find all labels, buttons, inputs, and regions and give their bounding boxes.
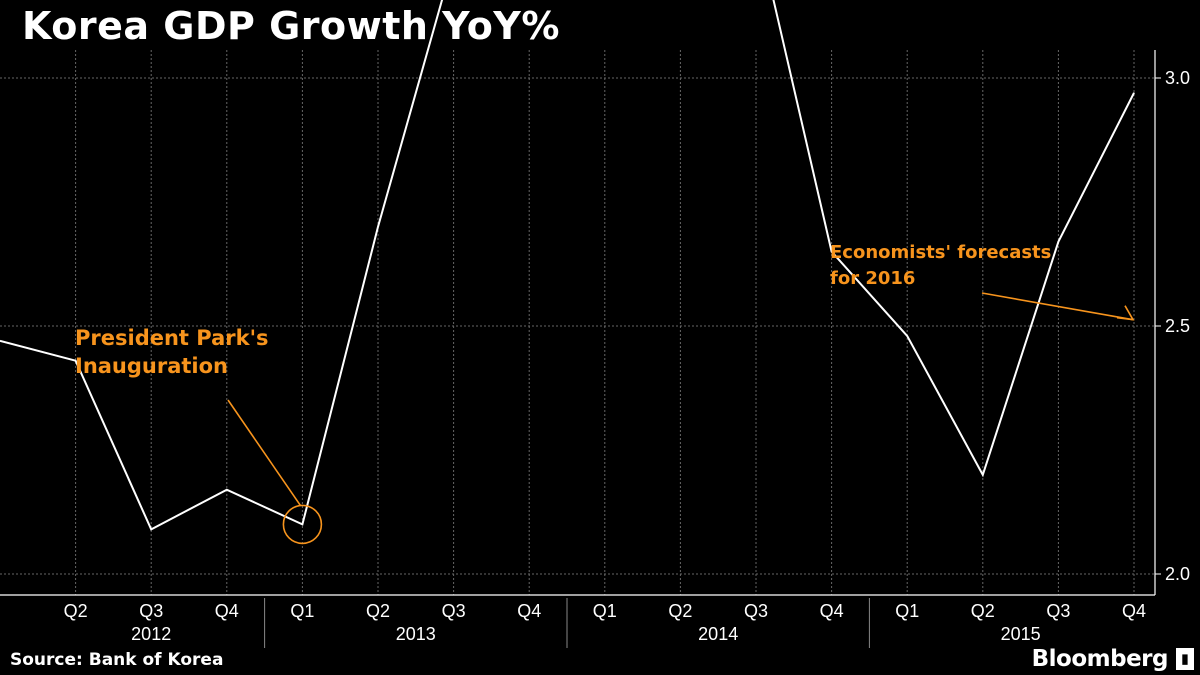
data-point: [906, 335, 908, 337]
x-tick-label: Q2: [971, 601, 995, 621]
forecast-arrow-line: [981, 292, 1134, 321]
bloomberg-bars-icon: ▮: [1176, 648, 1194, 670]
x-tick-label: Q4: [215, 601, 239, 621]
x-tick-label: Q4: [820, 601, 844, 621]
year-label: 2014: [698, 624, 738, 644]
y-tick-label: 2.0: [1165, 564, 1190, 584]
y-tick-label: 2.5: [1165, 316, 1190, 336]
forecast-arrowhead: [1116, 305, 1135, 321]
data-point: [377, 226, 379, 228]
bloomberg-logo: Bloomberg: [1031, 646, 1169, 672]
year-label: 2012: [131, 624, 171, 644]
x-tick-label: Q4: [1122, 601, 1146, 621]
data-point: [301, 523, 303, 525]
data-point: [1057, 241, 1059, 243]
inauguration-label: Inauguration: [75, 354, 228, 378]
x-tick-label: Q1: [290, 601, 314, 621]
x-tick-label: Q3: [139, 601, 163, 621]
x-tick-label: Q3: [744, 601, 768, 621]
source-note: Source: Bank of Korea: [10, 650, 224, 670]
x-tick-label: Q1: [593, 601, 617, 621]
data-point: [75, 360, 77, 362]
x-tick-label: Q3: [442, 601, 466, 621]
x-tick-label: Q2: [366, 601, 390, 621]
year-label: 2013: [396, 624, 436, 644]
data-point: [226, 489, 228, 491]
y-tick-label: 3.0: [1165, 68, 1190, 88]
x-tick-label: Q2: [668, 601, 692, 621]
data-point: [831, 251, 833, 253]
x-tick-label: Q3: [1046, 601, 1070, 621]
data-point: [1133, 92, 1135, 94]
forecast-label: for 2016: [830, 268, 915, 289]
inauguration-pointer: [227, 399, 302, 506]
data-point: [150, 528, 152, 530]
x-tick-label: Q4: [517, 601, 541, 621]
inauguration-marker: [282, 504, 323, 545]
year-label: 2015: [1001, 624, 1041, 644]
chart-title: Korea GDP Growth YoY%: [22, 4, 560, 48]
x-tick-label: Q1: [895, 601, 919, 621]
data-point: [982, 474, 984, 476]
gdp-series-line: [0, 0, 1135, 531]
data-point: [0, 340, 1, 342]
inauguration-label: President Park's: [75, 326, 269, 350]
forecast-label: Economists' forecasts: [830, 242, 1051, 263]
x-tick-label: Q2: [64, 601, 88, 621]
